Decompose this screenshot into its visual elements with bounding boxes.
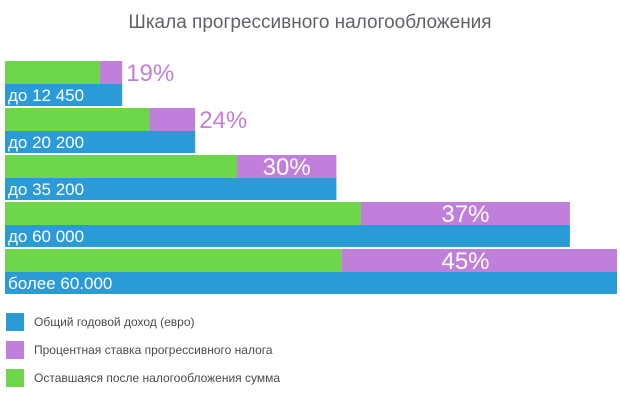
tax-rate-label-0: 19% (126, 60, 174, 87)
bar-tax-0 (99, 61, 123, 84)
bar-remaining-3 (5, 202, 361, 225)
bar-tax-4 (341, 249, 617, 272)
legend-item-tax: Процентная ставка прогрессивного налога (6, 336, 280, 364)
legend-swatch-tax (6, 341, 24, 359)
bar-tax-2 (237, 155, 337, 178)
bar-tax-3 (360, 202, 570, 225)
legend-item-remaining: Оставшаяся после налогообложения сумма (6, 364, 280, 392)
chart-title: Шкала прогрессивного налогообложения (128, 12, 492, 33)
category-label-3: до 60 000 (8, 227, 84, 246)
tax-rate-label-2: 30% (263, 154, 311, 181)
category-label-0: до 12 450 (8, 86, 84, 105)
legend-label-tax: Процентная ставка прогрессивного налога (34, 343, 273, 357)
legend-label-remaining: Оставшаяся после налогообложения сумма (34, 371, 281, 385)
bars-svg: до 12 450 19% до 20 200 24% до 35 200 30% до 6… (5, 60, 617, 294)
bar-income-4 (5, 272, 617, 294)
bar-remaining-4 (5, 249, 342, 272)
legend-label-income: Общий годовой доход (евро) (34, 315, 195, 329)
bar-remaining-0 (5, 61, 100, 84)
legend-swatch-income (6, 313, 24, 331)
bar-remaining-1 (5, 108, 150, 131)
category-label-1: до 20 200 (8, 133, 84, 152)
bar-income-3 (5, 225, 570, 247)
bar-income-2 (5, 178, 337, 200)
tax-rate-label-4: 45% (441, 248, 489, 275)
bar-income-0 (5, 84, 123, 106)
legend-swatch-remaining (6, 369, 24, 387)
bar-income-1 (5, 131, 196, 153)
bar-tax-1 (149, 108, 196, 131)
category-label-2: до 35 200 (8, 180, 84, 199)
tax-rate-label-1: 24% (199, 107, 247, 134)
tax-rate-label-3: 37% (441, 201, 489, 228)
legend-item-income: Общий годовой доход (евро) (6, 308, 280, 336)
category-label-4: более 60.000 (8, 274, 112, 293)
bar-remaining-2 (5, 155, 237, 178)
legend: Общий годовой доход (евро) Процентная ст… (6, 308, 280, 392)
